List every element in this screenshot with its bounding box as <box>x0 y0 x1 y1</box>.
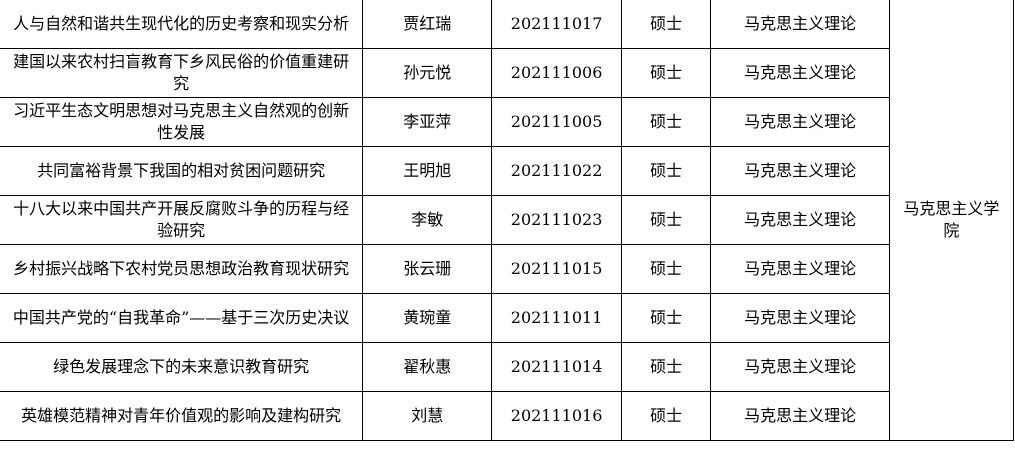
student-name-cell: 王明旭 <box>362 146 493 196</box>
table-row: 习近平生态文明思想对马克思主义自然观的创新性发展 李亚萍 202111005 硕士 马克… <box>0 97 1014 147</box>
table-row: 中国共产党的“自我革命”——基于三次历史决议 黄琬童 202111011 硕士 马克思主… <box>0 293 1014 343</box>
student-id-cell: 202111016 <box>491 391 622 441</box>
degree-cell: 硕士 <box>620 244 712 294</box>
college-cell: 马克思主义学院 <box>888 0 1015 441</box>
student-id-cell: 202111011 <box>491 293 622 343</box>
student-id-cell: 202111015 <box>491 244 622 294</box>
major-cell: 马克思主义理论 <box>710 391 890 441</box>
major-cell: 马克思主义理论 <box>710 244 890 294</box>
major-cell: 马克思主义理论 <box>710 195 890 245</box>
student-name-cell: 贾红瑞 <box>362 0 493 49</box>
table-row: 建国以来农村扫盲教育下乡风民俗的价值重建研究 孙元悦 202111006 硕士 马克思主… <box>0 48 1014 98</box>
student-name-cell: 李敏 <box>362 195 493 245</box>
student-id-cell: 202111014 <box>491 342 622 392</box>
major-cell: 马克思主义理论 <box>710 0 890 49</box>
student-id-cell: 202111017 <box>491 0 622 49</box>
major-cell: 马克思主义理论 <box>710 293 890 343</box>
degree-cell: 硕士 <box>620 293 712 343</box>
student-name-cell: 孙元悦 <box>362 48 493 98</box>
major-cell: 马克思主义理论 <box>710 342 890 392</box>
student-id-cell: 202111023 <box>491 195 622 245</box>
student-name-cell: 张云珊 <box>362 244 493 294</box>
degree-cell: 硕士 <box>620 195 712 245</box>
thesis-title-cell: 中国共产党的“自我革命”——基于三次历史决议 <box>0 293 364 343</box>
student-id-cell: 202111005 <box>491 97 622 147</box>
degree-cell: 硕士 <box>620 146 712 196</box>
degree-cell: 硕士 <box>620 48 712 98</box>
table-row: 绿色发展理念下的未来意识教育研究 翟秋惠 202111014 硕士 马克思主义理论 <box>0 342 1014 392</box>
major-cell: 马克思主义理论 <box>710 146 890 196</box>
major-cell: 马克思主义理论 <box>710 97 890 147</box>
major-cell: 马克思主义理论 <box>710 48 890 98</box>
student-name-cell: 李亚萍 <box>362 97 493 147</box>
student-name-cell: 刘慧 <box>362 391 493 441</box>
degree-cell: 硕士 <box>620 342 712 392</box>
degree-cell: 硕士 <box>620 391 712 441</box>
student-name-cell: 翟秋惠 <box>362 342 493 392</box>
thesis-title-cell: 共同富裕背景下我国的相对贫困问题研究 <box>0 146 364 196</box>
table-row: 共同富裕背景下我国的相对贫困问题研究 王明旭 202111022 硕士 马克思主义理论 <box>0 146 1014 196</box>
thesis-title-cell: 习近平生态文明思想对马克思主义自然观的创新性发展 <box>0 97 364 147</box>
thesis-title-cell: 英雄模范精神对青年价值观的影响及建构研究 <box>0 391 364 441</box>
student-id-cell: 202111022 <box>491 146 622 196</box>
degree-cell: 硕士 <box>620 97 712 147</box>
table-row: 十八大以来中国共产开展反腐败斗争的历程与经验研究 李敏 202111023 硕士 马克思… <box>0 195 1014 245</box>
student-id-cell: 202111006 <box>491 48 622 98</box>
thesis-title-cell: 乡村振兴战略下农村党员思想政治教育现状研究 <box>0 244 364 294</box>
degree-cell: 硕士 <box>620 0 712 49</box>
thesis-title-cell: 十八大以来中国共产开展反腐败斗争的历程与经验研究 <box>0 195 364 245</box>
thesis-title-cell: 绿色发展理念下的未来意识教育研究 <box>0 342 364 392</box>
student-name-cell: 黄琬童 <box>362 293 493 343</box>
thesis-title-cell: 建国以来农村扫盲教育下乡风民俗的价值重建研究 <box>0 48 364 98</box>
table-row: 英雄模范精神对青年价值观的影响及建构研究 刘慧 202111016 硕士 马克思主义理论 <box>0 391 1014 441</box>
table-row: 乡村振兴战略下农村党员思想政治教育现状研究 张云珊 202111015 硕士 马克思主义… <box>0 244 1014 294</box>
thesis-title-cell: 人与自然和谐共生现代化的历史考察和现实分析 <box>0 0 364 49</box>
